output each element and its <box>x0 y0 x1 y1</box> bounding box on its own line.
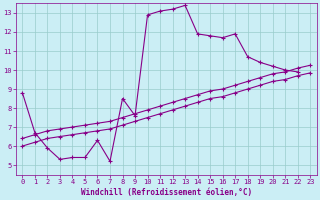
X-axis label: Windchill (Refroidissement éolien,°C): Windchill (Refroidissement éolien,°C) <box>81 188 252 197</box>
